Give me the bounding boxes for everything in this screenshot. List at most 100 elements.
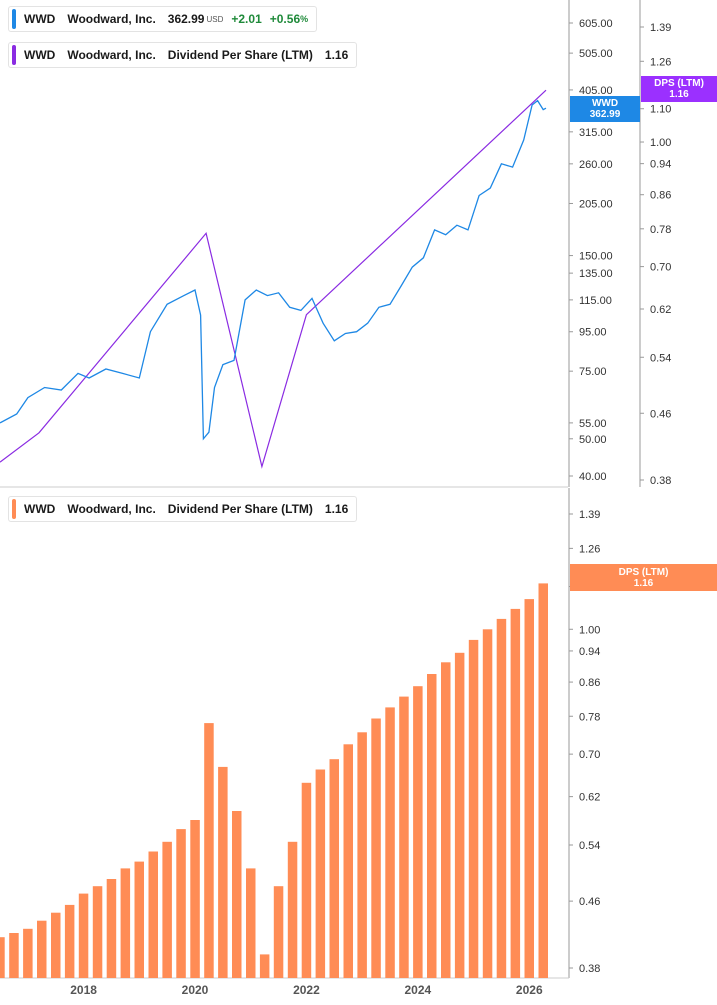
dps-line	[0, 89, 547, 469]
axis-tick-label: 0.62	[650, 304, 671, 316]
axis-tick-label: 0.86	[650, 190, 671, 202]
axis-tick-label: 95.00	[579, 327, 607, 339]
axis-tick-label: 0.38	[579, 963, 600, 975]
dps-bar	[148, 851, 158, 978]
bottom-legend-value: 1.16	[324, 502, 349, 516]
price-legend-currency: USD	[206, 14, 224, 24]
dps-bar	[106, 879, 117, 978]
dps-bar	[23, 928, 33, 978]
axis-tick-label: 0.78	[650, 224, 671, 236]
dps-bar	[357, 732, 367, 978]
dps-bar	[371, 718, 381, 978]
dps-bar	[385, 707, 395, 978]
axis-tick-label: 1.00	[579, 624, 600, 636]
dps-bar	[496, 618, 507, 978]
dps-bar	[315, 769, 326, 978]
axis-tick-label: 1.00	[650, 137, 671, 149]
axis-tick-label: 0.62	[579, 792, 600, 804]
axis-tick-label: 0.70	[579, 749, 600, 761]
axis-tick-label: 40.00	[579, 471, 607, 483]
x-tick-label: 2020	[182, 983, 209, 997]
dps-bar	[218, 766, 228, 978]
dps-bar	[9, 933, 19, 978]
dps-bar	[176, 829, 186, 978]
dps-bar	[413, 686, 423, 978]
price-legend-ticker: WWD	[24, 12, 56, 26]
dps-tag-bottom: DPS (LTM) 1.16	[570, 564, 717, 591]
axis-tick-label: 150.00	[579, 251, 613, 263]
dps-legend[interactable]: WWD Woodward, Inc. Dividend Per Share (L…	[8, 42, 358, 68]
axis-tick-label: 1.39	[579, 509, 600, 521]
dps-bar	[190, 820, 200, 978]
dps-bar	[78, 893, 89, 978]
price-legend-change-pct-unit: %	[300, 14, 309, 24]
dps-legend-ticker: WWD	[24, 48, 56, 62]
dps-bar	[524, 599, 534, 978]
dps-axis-ticks-bottom: 1.391.261.131.000.940.860.780.700.620.54…	[569, 509, 600, 975]
axis-tick-label: 1.39	[650, 22, 671, 34]
dps-bar	[232, 811, 242, 978]
dps-bar	[120, 868, 131, 978]
dps-bar	[162, 841, 172, 978]
dps-bar	[538, 583, 548, 978]
dps-bar	[343, 744, 353, 978]
axis-tick-label: 55.00	[579, 418, 607, 430]
axis-tick-label: 135.00	[579, 268, 613, 280]
x-tick-label: 2018	[70, 983, 97, 997]
axis-tick-label: 0.54	[650, 352, 671, 364]
dps-legend-swatch	[12, 45, 16, 65]
price-legend-swatch	[12, 9, 16, 29]
axis-tick-label: 0.94	[579, 646, 600, 658]
dps-tag-top-value: 1.16	[669, 89, 689, 100]
dps-bar	[64, 904, 75, 978]
dps-bar	[37, 920, 47, 978]
bottom-legend-metric: Dividend Per Share (LTM)	[167, 502, 313, 516]
dps-axis-ticks-top: 1.39 1.26 1.10 1.00 0.94 0.86 0.78 0.70 0.62 0.54…	[640, 22, 671, 487]
dps-bar	[399, 696, 409, 978]
dps-tag-top-label: DPS (LTM)	[654, 78, 704, 89]
axis-tick-label: 205.00	[579, 198, 613, 210]
dps-bar	[301, 782, 312, 978]
dps-tag-bottom-label: DPS (LTM)	[618, 567, 669, 578]
bottom-legend-company: Woodward, Inc.	[67, 502, 156, 516]
price-tag-value: 362.99	[589, 109, 621, 120]
x-tick-label: 2026	[516, 983, 543, 997]
dps-bar	[0, 937, 5, 978]
axis-tick-label: 0.38	[650, 475, 671, 487]
dps-bar	[468, 639, 479, 978]
axis-tick-label: 0.94	[650, 159, 671, 171]
dps-bar	[92, 886, 103, 978]
dps-tag-top: DPS (LTM) 1.16	[641, 76, 717, 102]
dps-bar	[259, 954, 270, 978]
price-axis-ticks: 605.00 505.00 405.00 315.00 260.00 205.00 150.…	[569, 18, 613, 483]
axis-tick-label: 260.00	[579, 159, 613, 171]
axis-tick-label: 0.46	[579, 896, 600, 908]
axis-tick-label: 315.00	[579, 127, 613, 139]
dps-bar	[482, 629, 493, 978]
axis-tick-label: 605.00	[579, 18, 613, 30]
bottom-legend-swatch	[12, 499, 16, 519]
axis-tick-label: 1.10	[650, 104, 671, 116]
axis-tick-label: 1.26	[650, 56, 671, 68]
axis-tick-label: 505.00	[579, 48, 613, 60]
price-legend[interactable]: WWD Woodward, Inc. 362.99 USD +2.01 +0.5…	[8, 6, 318, 32]
dps-legend-metric: Dividend Per Share (LTM)	[167, 48, 313, 62]
price-tag: WWD 362.99	[570, 96, 640, 122]
axis-tick-label: 1.26	[579, 543, 600, 555]
dps-bars	[0, 583, 548, 978]
dps-bar	[427, 674, 437, 978]
axis-tick-label: 0.70	[650, 262, 671, 274]
dps-tag-bottom-value: 1.16	[633, 578, 654, 589]
price-legend-value: 362.99	[167, 12, 205, 26]
price-tag-label: WWD	[591, 98, 619, 109]
bottom-legend[interactable]: WWD Woodward, Inc. Dividend Per Share (L…	[8, 496, 358, 522]
bottom-legend-ticker: WWD	[24, 502, 56, 516]
price-legend-change: +2.01	[231, 12, 262, 26]
price-legend-change-pct: +0.56	[269, 12, 301, 26]
dps-bar	[287, 841, 298, 978]
dps-bar	[204, 723, 214, 978]
axis-tick-label: 0.86	[579, 677, 600, 689]
axis-tick-label: 0.46	[650, 408, 671, 420]
axis-tick-label: 50.00	[579, 434, 607, 446]
